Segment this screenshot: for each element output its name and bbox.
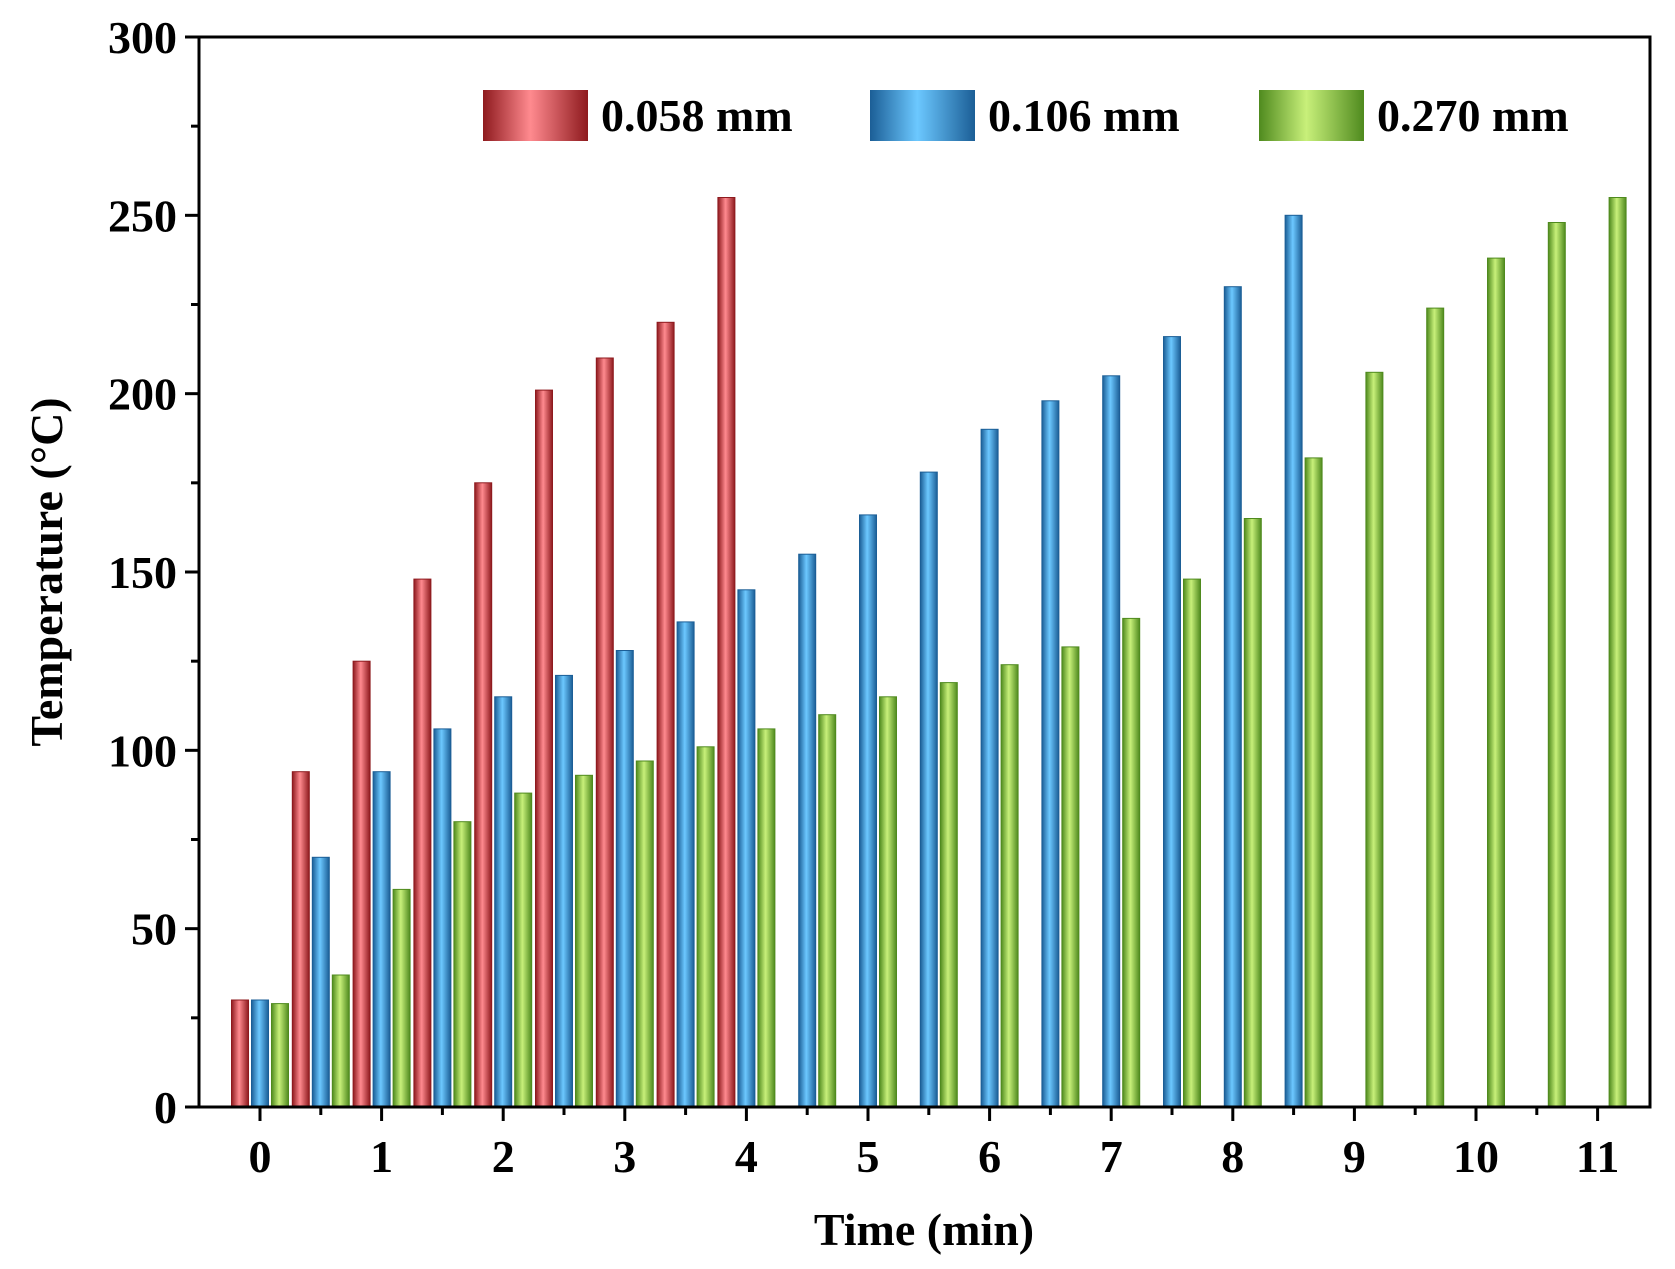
bar-series-3-group-9 <box>818 714 837 1108</box>
bar-series-3-group-4 <box>514 792 533 1108</box>
x-tick-label: 1 <box>370 1131 393 1182</box>
x-tick-label: 7 <box>1100 1131 1123 1182</box>
bar-series-2-group-0 <box>251 999 269 1108</box>
bar-series-3-group-0 <box>271 1003 289 1108</box>
bar-series-1-group-7 <box>656 321 675 1108</box>
bar-series-3-group-10 <box>879 696 897 1108</box>
bar-series-2-group-12 <box>980 428 999 1108</box>
legend-swatch-1 <box>483 90 588 141</box>
legend-label-2: 0.106 mm <box>988 90 1180 141</box>
bar-series-3-group-16 <box>1243 518 1262 1108</box>
x-tick-label: 11 <box>1576 1131 1619 1182</box>
bar-series-2-group-13 <box>1041 400 1060 1108</box>
y-tick-label: 250 <box>108 190 177 241</box>
x-tick-label: 4 <box>735 1131 758 1182</box>
bar-series-2-group-8 <box>737 589 756 1108</box>
bar-series-3-group-3 <box>453 821 472 1108</box>
bar-series-2-group-6 <box>615 650 634 1108</box>
bar-series-3-group-22 <box>1608 197 1627 1108</box>
bar-series-3-group-15 <box>1183 578 1201 1108</box>
x-tick-label: 6 <box>978 1131 1001 1182</box>
bar-series-3-group-12 <box>1000 664 1019 1108</box>
bar-series-2-group-16 <box>1223 286 1242 1108</box>
bar-series-3-group-14 <box>1122 617 1141 1108</box>
y-tick-label: 150 <box>108 547 177 598</box>
bar-series-1-group-8 <box>717 197 736 1108</box>
bar-series-3-group-6 <box>635 760 654 1108</box>
bar-series-3-group-7 <box>696 746 715 1108</box>
bar-series-2-group-4 <box>494 696 513 1108</box>
bar-series-3-group-11 <box>939 682 958 1108</box>
legend-swatch-2 <box>870 90 975 141</box>
x-tick-label: 2 <box>492 1131 515 1182</box>
bar-series-2-group-14 <box>1102 375 1121 1108</box>
y-tick-label: 100 <box>108 725 177 776</box>
y-tick-label: 300 <box>108 12 177 63</box>
bar-series-3-group-1 <box>331 974 350 1108</box>
bar-series-2-group-1 <box>311 856 330 1108</box>
x-tick-label: 3 <box>613 1131 636 1182</box>
bar-series-2-group-7 <box>676 621 695 1108</box>
bar-series-2-group-9 <box>798 553 817 1108</box>
y-axis-title: Temperature (°C) <box>21 397 72 746</box>
bar-series-3-group-17 <box>1304 457 1323 1108</box>
bar-series-2-group-17 <box>1284 214 1303 1108</box>
bar-series-3-group-8 <box>757 728 776 1108</box>
legend-label-1: 0.058 mm <box>601 90 793 141</box>
bar-series-3-group-2 <box>392 888 411 1108</box>
bar-series-1-group-4 <box>474 482 493 1108</box>
bar-series-1-group-2 <box>352 660 371 1108</box>
bar-series-2-group-3 <box>433 728 452 1108</box>
legend: 0.058 mm 0.106 mm 0.270 mm <box>483 90 1569 141</box>
bar-series-3-group-19 <box>1426 307 1445 1108</box>
bar-series-3-group-13 <box>1061 646 1080 1108</box>
legend-label-3: 0.270 mm <box>1377 90 1569 141</box>
bar-series-2-group-5 <box>555 674 573 1108</box>
x-tick-label: 9 <box>1343 1131 1366 1182</box>
y-tick-label: 50 <box>131 904 177 955</box>
bar-series-1-group-3 <box>413 578 432 1108</box>
bar-series-2-group-15 <box>1163 336 1181 1108</box>
bar-series-3-group-21 <box>1547 222 1566 1108</box>
bar-series-1-group-5 <box>535 389 553 1108</box>
x-tick-label: 10 <box>1453 1131 1499 1182</box>
bar-series-1-group-6 <box>595 357 614 1108</box>
bars-layer <box>231 197 1627 1108</box>
x-tick-label: 5 <box>857 1131 880 1182</box>
y-tick-label: 0 <box>154 1082 177 1133</box>
x-axis: 0 1 2 3 4 5 6 7 8 9 10 11 <box>249 1107 1619 1182</box>
bar-series-3-group-20 <box>1487 257 1505 1108</box>
bar-series-2-group-10 <box>859 514 877 1108</box>
bar-series-3-group-18 <box>1365 371 1384 1108</box>
x-axis-title: Time (min) <box>814 1204 1034 1255</box>
bar-series-1-group-0 <box>231 999 249 1108</box>
y-axis: 0 50 100 150 200 250 300 <box>108 12 199 1133</box>
bar-series-2-group-2 <box>372 771 391 1108</box>
bar-series-3-group-5 <box>575 774 593 1108</box>
x-tick-label: 0 <box>249 1131 272 1182</box>
bar-series-1-group-1 <box>291 771 310 1108</box>
bar-series-2-group-11 <box>919 471 938 1108</box>
x-tick-label: 8 <box>1221 1131 1244 1182</box>
legend-swatch-3 <box>1259 90 1364 141</box>
y-tick-label: 200 <box>108 369 177 420</box>
